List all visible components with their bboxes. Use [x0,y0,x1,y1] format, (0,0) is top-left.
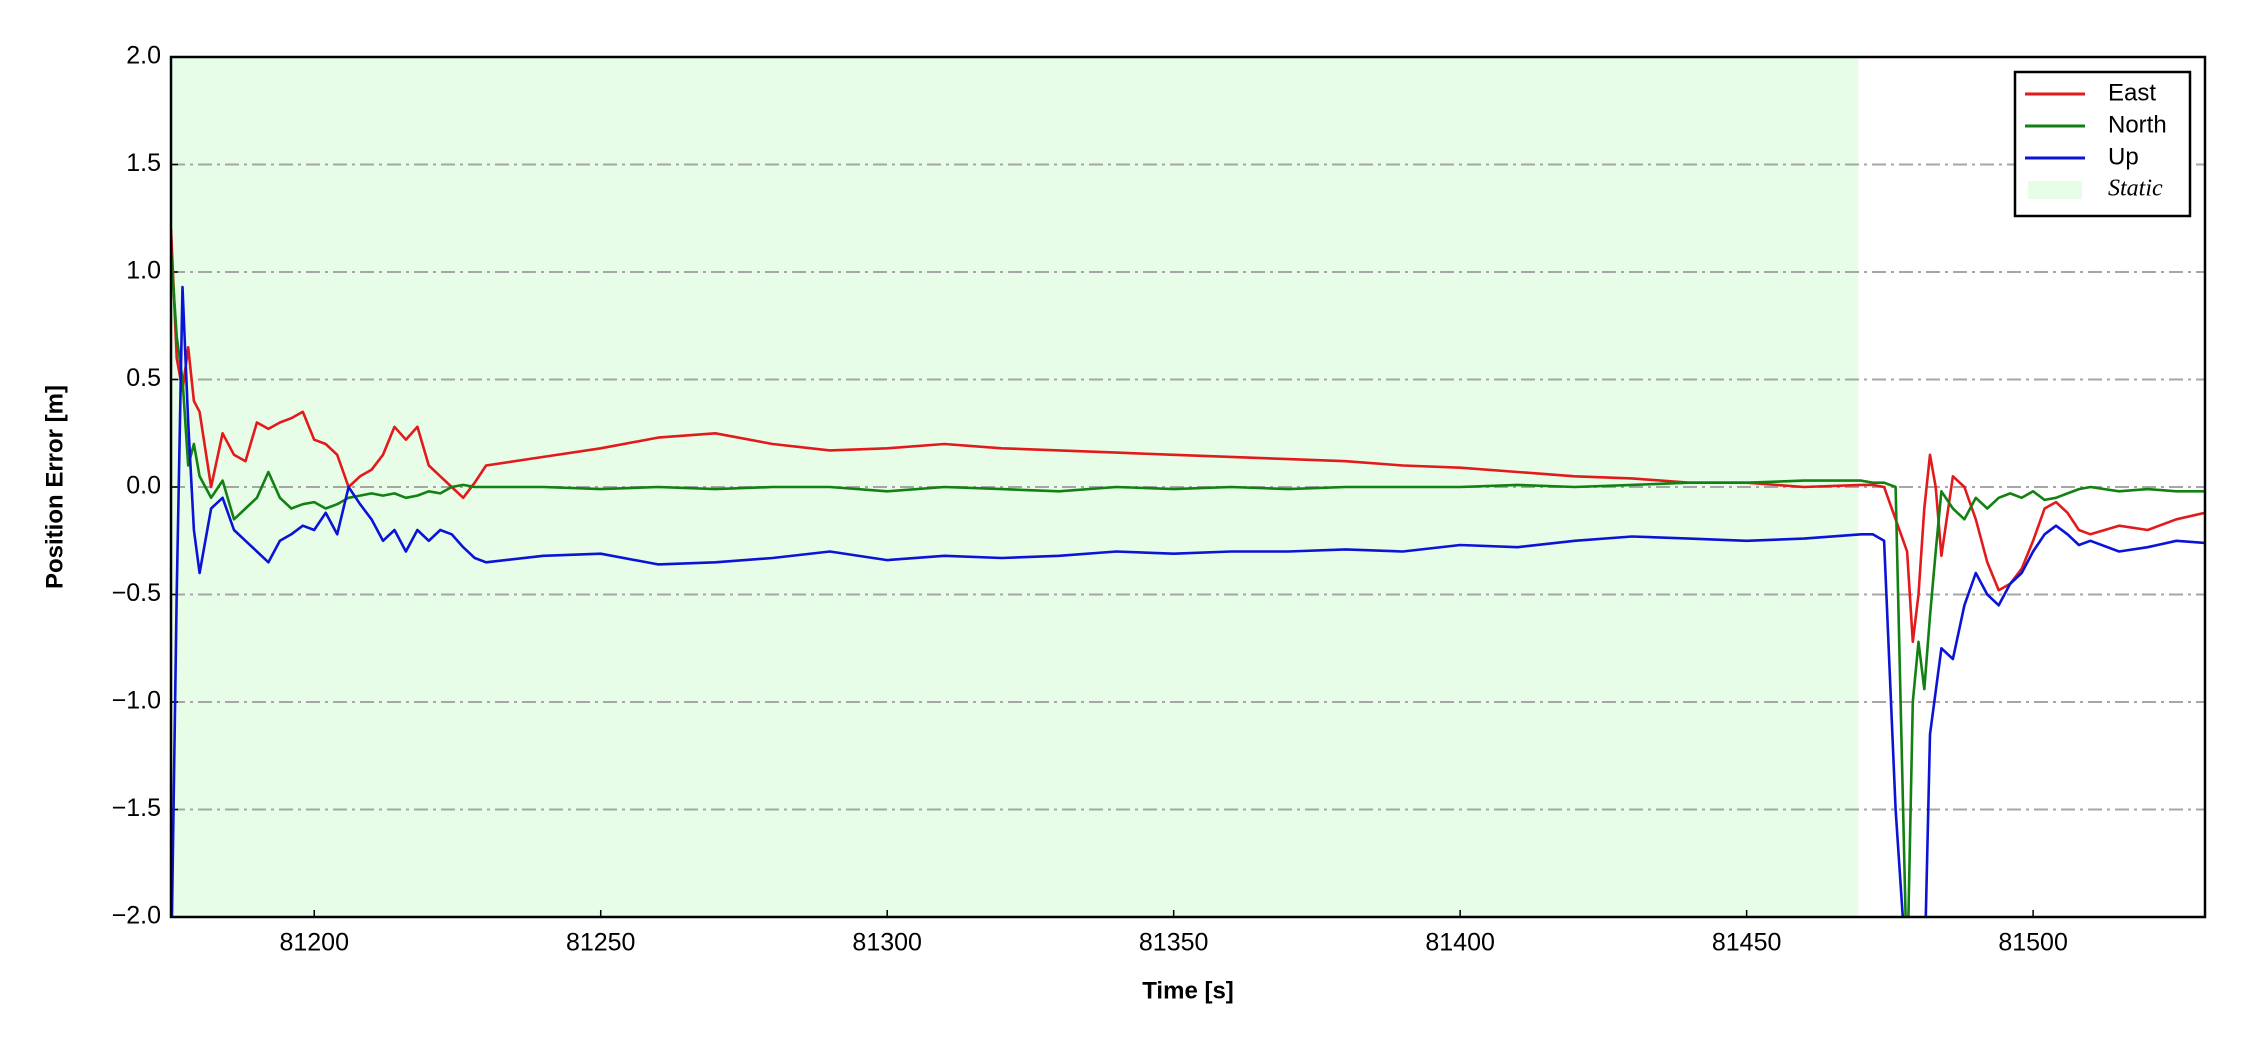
legend-label: East [2108,79,2156,106]
legend-swatch [2028,181,2082,199]
series-line [171,250,2205,917]
x-tick-label: 81400 [1425,929,1495,957]
x-tick-label: 81350 [1139,929,1209,957]
x-tick-label: 81450 [1712,929,1782,957]
lines [171,228,2205,917]
x-tick-label: 81500 [1998,929,2068,957]
y-tick-label: −0.5 [112,579,161,607]
y-tick-label: −1.5 [112,794,161,822]
legend-label: North [2108,111,2167,138]
plot-frame [169,55,2207,919]
y-tick-label: −1.0 [112,687,161,715]
y-tick-label: 1.0 [126,257,161,285]
legend-label: Up [2108,143,2139,170]
y-tick-label: 1.5 [126,149,161,177]
series-line [171,285,2205,917]
legend-label: Static [2108,176,2163,202]
series-line [171,228,2205,644]
x-axis-label: Time [s] [1142,977,1234,1004]
y-tick-label: 0.0 [126,472,161,500]
y-axis-label: Position Error [m] [41,385,68,589]
x-tick-label: 81300 [852,929,922,957]
y-tick-label: 2.0 [126,42,161,70]
x-tick-label: 81250 [566,929,636,957]
y-tick-label: −2.0 [112,902,161,930]
y-tick-label: 0.5 [126,364,161,392]
x-tick-label: 81200 [279,929,349,957]
